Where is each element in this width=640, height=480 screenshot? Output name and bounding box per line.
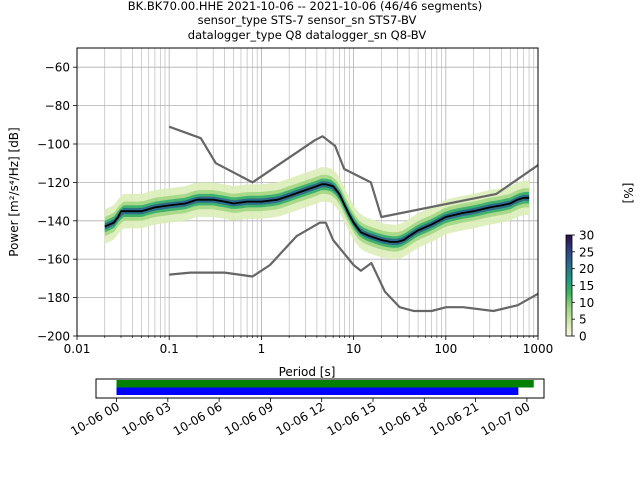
y-tick-label: −60 [45,61,70,75]
x-tick-label: 1000 [523,342,554,356]
title-line-2: sensor_type STS-7 sensor_sn STS7-BV [198,13,417,27]
x-tick-label: 0.1 [160,342,179,356]
colorbar-gradient [565,234,573,337]
timeline-tick-label: 10-06 21 [427,399,481,438]
y-tick-label: −100 [37,138,70,152]
timeline-tick-label: 10-06 15 [325,399,379,438]
colorbar-tick-label: 5 [579,313,587,327]
colorbar-tick-label: 15 [579,279,594,293]
colorbar-tick-label: 20 [579,262,594,276]
colorbar-tick-label: 25 [579,245,594,259]
y-tick-label: −180 [37,291,70,305]
y-tick-label: −200 [37,330,70,344]
mode-line [104,183,530,243]
x-tick-label: 0.01 [64,342,91,356]
title-line-1: BK.BK70.00.HHE 2021-10-06 -- 2021-10-06 … [128,0,482,13]
y-axis-label: Power [m²/s⁴/Hz] [dB] [7,127,21,256]
timeline-tick-label: 10-07 00 [479,399,533,438]
x-axis-label: Period [s] [279,365,336,379]
colorbar-tick-label: 30 [579,229,594,243]
psd-plot-area: 0.01 0.1 1 10 100 1000 −200 −180 −160 −140 −120 −1… [7,47,554,379]
x-ticks: 0.01 0.1 1 10 100 1000 [64,336,554,356]
colorbar-tick-label: 10 [579,296,594,310]
x-tick-label: 100 [434,342,457,356]
y-tick-label: −140 [37,214,70,228]
new-high-noise-model [168,125,538,219]
timeline-frame [95,378,545,399]
y-tick-label: −120 [37,176,70,190]
x-tick-label: 1 [258,342,266,356]
colorbar-label: [%] [621,183,635,204]
new-low-noise-model [169,221,538,313]
timeline-bar [116,380,534,388]
timeline-tick-label: 10-06 03 [120,399,174,438]
timeline-tick-label: 10-06 06 [171,399,225,438]
title-line-3: datalogger_type Q8 datalogger_sn Q8-BV [188,28,427,42]
noise-models [168,125,538,313]
timeline-tick-label: 10-06 00 [68,399,122,438]
y-tick-label: −80 [45,99,70,113]
plot-frame [76,47,539,337]
x-tick-label: 10 [346,342,361,356]
colorbar-ticks: 0 5 10 15 20 25 30 [572,229,594,344]
colorbar-tick-label: 0 [579,330,587,344]
timeline-tick-label: 10-06 18 [376,399,430,438]
timeline-tick-label: 10-06 09 [222,399,276,438]
y-ticks: −200 −180 −160 −140 −120 −100 −80 −60 [37,61,77,344]
timeline-tick-label: 10-06 12 [273,399,327,438]
colorbar: 0 5 10 15 20 25 30 [%] [565,183,635,344]
y-tick-label: −160 [37,253,70,267]
timeline-bar [116,387,519,395]
mode-curve [104,183,530,243]
timeline-bars [116,380,534,395]
